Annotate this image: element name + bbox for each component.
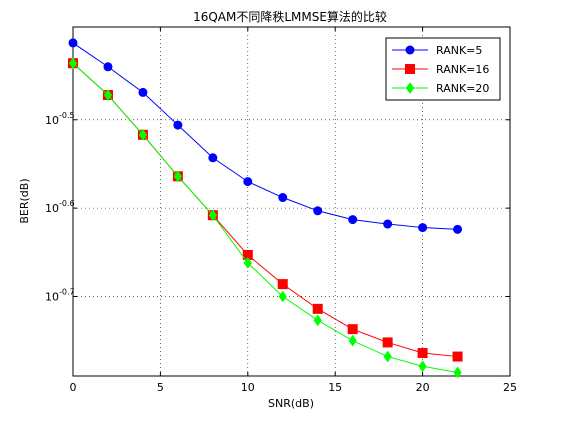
series-3 — [68, 57, 462, 379]
chart-title: 16QAM不同降秩LMMSE算法的比较 — [193, 9, 387, 24]
legend: RANK=5 RANK=16 RANK=20 — [385, 37, 501, 101]
data-point — [173, 120, 183, 130]
data-point — [417, 348, 428, 359]
x-tick-label: 5 — [157, 381, 164, 394]
data-point — [418, 360, 427, 373]
grid — [73, 27, 510, 376]
legend-marker — [405, 82, 415, 94]
axes-box — [72, 26, 511, 377]
data-point — [347, 324, 358, 335]
data-point — [173, 170, 182, 183]
data-point — [348, 334, 357, 347]
data-point — [138, 87, 148, 97]
y-tick-label: 10-0.7 — [45, 287, 75, 303]
y-axis-label: BER(dB) — [18, 178, 31, 223]
series-line — [72, 62, 458, 373]
y-tick-label: 10-0.6 — [45, 199, 75, 215]
legend-marker — [405, 45, 415, 55]
data-point — [312, 303, 323, 314]
data-point — [103, 62, 113, 72]
x-tick-label: 15 — [328, 381, 342, 394]
data-point — [453, 224, 463, 234]
data-point — [383, 350, 392, 363]
series-line — [72, 42, 458, 230]
series-1 — [68, 38, 463, 234]
data-point — [418, 223, 428, 233]
legend-label: RANK=16 — [436, 63, 489, 76]
data-point — [208, 153, 218, 163]
data-point — [208, 209, 217, 222]
legend-entry: RANK=5 — [392, 44, 482, 57]
series-layer — [68, 38, 463, 379]
data-point — [243, 257, 252, 269]
data-point — [382, 337, 393, 348]
x-tick-label: 20 — [416, 381, 430, 394]
legend-entry: RANK=16 — [392, 63, 489, 76]
data-point — [103, 89, 113, 101]
data-point — [68, 38, 78, 48]
axis-ticks: 0 5 10 15 20 25 10-0.5 10-0.6 10-0.7 — [45, 27, 517, 394]
legend-label: RANK=5 — [436, 44, 482, 57]
data-point — [277, 279, 288, 290]
legend-marker — [405, 64, 415, 74]
data-point — [278, 193, 288, 203]
series-2 — [68, 58, 463, 362]
series-line — [72, 62, 458, 358]
data-point — [452, 351, 463, 362]
data-point — [453, 366, 462, 379]
legend-entry: RANK=20 — [392, 82, 489, 95]
data-point — [313, 314, 322, 327]
y-tick-label: 10-0.5 — [45, 111, 75, 127]
data-point — [383, 219, 393, 229]
x-axis-label: SNR(dB) — [268, 397, 314, 410]
x-tick-label: 0 — [70, 381, 77, 394]
data-point — [278, 290, 287, 303]
data-point — [348, 215, 358, 225]
data-point — [68, 57, 78, 70]
legend-label: RANK=20 — [436, 82, 489, 95]
x-tick-label: 25 — [503, 381, 517, 394]
x-tick-label: 10 — [241, 381, 255, 394]
data-point — [313, 206, 323, 216]
data-point — [243, 177, 253, 187]
data-point — [138, 128, 148, 141]
